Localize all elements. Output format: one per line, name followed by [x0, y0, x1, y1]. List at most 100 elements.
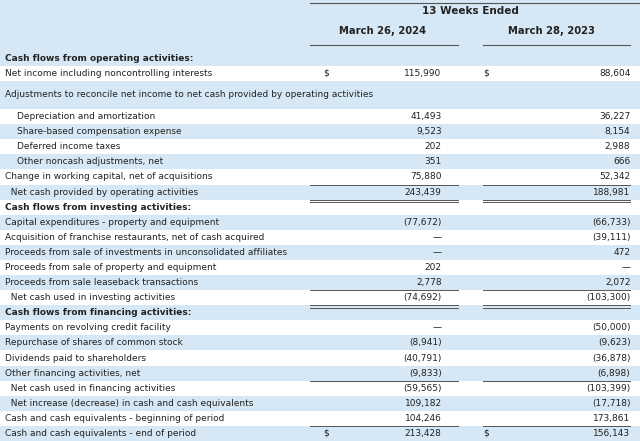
- Text: March 28, 2023: March 28, 2023: [508, 26, 595, 37]
- Text: 666: 666: [613, 157, 630, 166]
- Text: $: $: [483, 69, 489, 78]
- Bar: [0, 169, 640, 184]
- Text: 213,428: 213,428: [404, 429, 442, 438]
- Text: 9,523: 9,523: [416, 127, 442, 136]
- Bar: [0, 411, 640, 426]
- Text: Adjustments to reconcile net income to net cash provided by operating activities: Adjustments to reconcile net income to n…: [5, 90, 373, 100]
- Text: 13 Weeks Ended: 13 Weeks Ended: [422, 6, 519, 16]
- Bar: [0, 154, 640, 169]
- Text: (103,399): (103,399): [586, 384, 630, 392]
- Text: —: —: [433, 233, 442, 242]
- Bar: [0, 0, 640, 51]
- Text: 41,493: 41,493: [410, 112, 442, 121]
- Text: (36,878): (36,878): [592, 354, 630, 363]
- Bar: [0, 51, 640, 66]
- Text: 8,154: 8,154: [605, 127, 630, 136]
- Bar: [0, 275, 640, 290]
- Text: Proceeds from sale of property and equipment: Proceeds from sale of property and equip…: [5, 263, 216, 272]
- Bar: [0, 245, 640, 260]
- Bar: [0, 336, 640, 351]
- Text: —: —: [433, 323, 442, 333]
- Bar: [0, 396, 640, 411]
- Bar: [0, 81, 640, 109]
- Text: (103,300): (103,300): [586, 293, 630, 302]
- Text: Net cash used in investing activities: Net cash used in investing activities: [5, 293, 175, 302]
- Text: (39,111): (39,111): [592, 233, 630, 242]
- Text: Deferred income taxes: Deferred income taxes: [17, 142, 120, 151]
- Text: 156,143: 156,143: [593, 429, 630, 438]
- Text: Payments on revolving credit facility: Payments on revolving credit facility: [5, 323, 171, 333]
- Bar: [0, 139, 640, 154]
- Text: Cash flows from investing activities:: Cash flows from investing activities:: [5, 203, 191, 212]
- Text: Capital expenditures - property and equipment: Capital expenditures - property and equi…: [5, 218, 220, 227]
- Text: 202: 202: [424, 142, 442, 151]
- Text: Acquisition of franchise restaurants, net of cash acquired: Acquisition of franchise restaurants, ne…: [5, 233, 264, 242]
- Text: Net cash provided by operating activities: Net cash provided by operating activitie…: [5, 187, 198, 197]
- Text: (40,791): (40,791): [403, 354, 442, 363]
- Bar: [0, 305, 640, 320]
- Text: 52,342: 52,342: [599, 172, 630, 182]
- Bar: [0, 260, 640, 275]
- Text: Net cash used in financing activities: Net cash used in financing activities: [5, 384, 175, 392]
- Text: 2,988: 2,988: [605, 142, 630, 151]
- Text: (9,833): (9,833): [409, 369, 442, 377]
- Bar: [0, 215, 640, 230]
- Text: $: $: [483, 429, 489, 438]
- Text: Net income including noncontrolling interests: Net income including noncontrolling inte…: [5, 69, 212, 78]
- Bar: [0, 320, 640, 336]
- Bar: [0, 230, 640, 245]
- Text: (66,733): (66,733): [592, 218, 630, 227]
- Text: (50,000): (50,000): [592, 323, 630, 333]
- Text: 109,182: 109,182: [404, 399, 442, 408]
- Bar: [0, 351, 640, 366]
- Text: Cash flows from financing activities:: Cash flows from financing activities:: [5, 308, 191, 317]
- Text: Proceeds from sale of investments in unconsolidated affiliates: Proceeds from sale of investments in unc…: [5, 248, 287, 257]
- Text: Cash flows from operating activities:: Cash flows from operating activities:: [5, 54, 193, 63]
- Bar: [0, 124, 640, 139]
- Text: (74,692): (74,692): [403, 293, 442, 302]
- Text: 36,227: 36,227: [599, 112, 630, 121]
- Text: (17,718): (17,718): [592, 399, 630, 408]
- Text: (59,565): (59,565): [403, 384, 442, 392]
- Bar: [0, 381, 640, 396]
- Text: Cash and cash equivalents - end of period: Cash and cash equivalents - end of perio…: [5, 429, 196, 438]
- Text: (8,941): (8,941): [409, 338, 442, 348]
- Bar: [0, 366, 640, 381]
- Text: 104,246: 104,246: [404, 414, 442, 423]
- Bar: [0, 66, 640, 81]
- Text: 472: 472: [613, 248, 630, 257]
- Text: —: —: [433, 248, 442, 257]
- Text: 2,072: 2,072: [605, 278, 630, 287]
- Text: $: $: [323, 69, 329, 78]
- Text: Dividends paid to shareholders: Dividends paid to shareholders: [5, 354, 146, 363]
- Text: Proceeds from sale leaseback transactions: Proceeds from sale leaseback transaction…: [5, 278, 198, 287]
- Bar: [0, 426, 640, 441]
- Text: (9,623): (9,623): [598, 338, 630, 348]
- Text: Change in working capital, net of acquisitions: Change in working capital, net of acquis…: [5, 172, 212, 182]
- Text: $: $: [323, 429, 329, 438]
- Text: 351: 351: [424, 157, 442, 166]
- Text: 2,778: 2,778: [416, 278, 442, 287]
- Text: Repurchase of shares of common stock: Repurchase of shares of common stock: [5, 338, 183, 348]
- Text: 243,439: 243,439: [404, 187, 442, 197]
- Text: 202: 202: [424, 263, 442, 272]
- Text: Other financing activities, net: Other financing activities, net: [5, 369, 141, 377]
- Text: Other noncash adjustments, net: Other noncash adjustments, net: [17, 157, 163, 166]
- Text: Cash and cash equivalents - beginning of period: Cash and cash equivalents - beginning of…: [5, 414, 225, 423]
- Text: Share-based compensation expense: Share-based compensation expense: [17, 127, 181, 136]
- Text: (6,898): (6,898): [598, 369, 630, 377]
- Text: 88,604: 88,604: [599, 69, 630, 78]
- Text: (77,672): (77,672): [403, 218, 442, 227]
- Bar: [0, 109, 640, 124]
- Text: 188,981: 188,981: [593, 187, 630, 197]
- Bar: [0, 290, 640, 305]
- Text: March 26, 2024: March 26, 2024: [339, 26, 426, 37]
- Text: —: —: [621, 263, 630, 272]
- Text: Net increase (decrease) in cash and cash equivalents: Net increase (decrease) in cash and cash…: [5, 399, 253, 408]
- Bar: [0, 200, 640, 215]
- Text: 115,990: 115,990: [404, 69, 442, 78]
- Text: 173,861: 173,861: [593, 414, 630, 423]
- Text: Depreciation and amortization: Depreciation and amortization: [17, 112, 155, 121]
- Bar: [0, 184, 640, 200]
- Text: 75,880: 75,880: [410, 172, 442, 182]
